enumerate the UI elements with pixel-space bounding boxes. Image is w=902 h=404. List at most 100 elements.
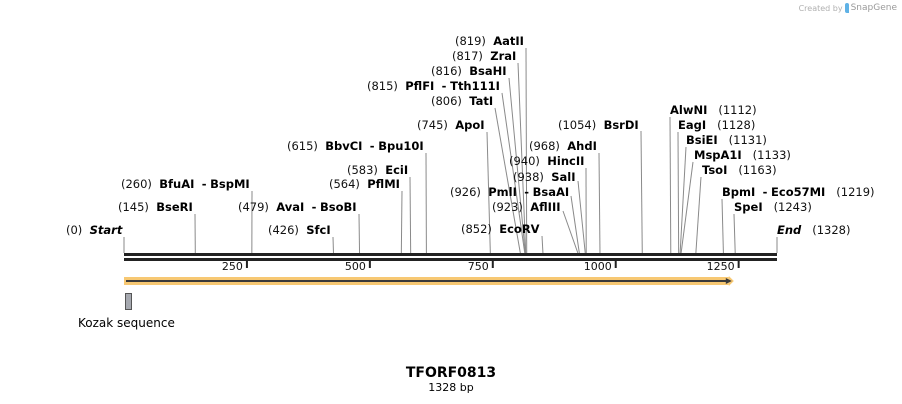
ruler-tick-label: 1250 (706, 260, 735, 273)
site-name-separator: - (762, 185, 768, 199)
site-enzyme-name: End (777, 223, 802, 237)
site-position: (852) (461, 222, 492, 236)
site-enzyme-name: AflIII (530, 200, 561, 214)
site-enzyme-name: PmlI (488, 185, 517, 199)
site-label-bsiei[interactable]: BsiEI (1131) (686, 133, 767, 147)
site-label-tati[interactable]: (806) TatI (431, 94, 493, 108)
site-label-pmli[interactable]: (926) PmlI - BsaAI (450, 185, 569, 199)
site-label-afliii[interactable]: (923) AflIII (492, 200, 561, 214)
site-position: (940) (509, 154, 540, 168)
site-connector-bpmi (721, 198, 724, 254)
site-enzyme-name: AhdI (567, 139, 597, 153)
site-enzyme-name-2: BsoBI (320, 200, 357, 214)
site-connector-pmli (570, 195, 580, 254)
site-connector-eagi (677, 131, 680, 254)
site-position: (938) (513, 170, 544, 184)
site-connector-pflmi (400, 190, 403, 254)
site-enzyme-name: EcoRV (499, 222, 540, 236)
site-label-bbvci[interactable]: (615) BbvCI - Bpu10I (287, 139, 424, 153)
site-connector-zrai (517, 62, 527, 254)
site-position: (1054) (558, 118, 597, 132)
ruler-tick (368, 261, 371, 268)
site-label-aatii[interactable]: (819) AatII (455, 34, 524, 48)
site-enzyme-name: MspA1I (694, 148, 742, 162)
site-label-pflmi[interactable]: (564) PflMI (329, 177, 400, 191)
kozak-feature-box[interactable] (125, 293, 132, 310)
ruler-tick (614, 261, 617, 268)
site-position: (0) (66, 223, 83, 237)
site-label-sali[interactable]: (938) SalI (513, 170, 576, 184)
site-position: (564) (329, 177, 360, 191)
snapgene-logo-icon (844, 3, 849, 13)
site-label-apoi[interactable]: (745) ApoI (417, 118, 485, 132)
site-label-spei[interactable]: SpeI (1243) (734, 200, 812, 214)
site-label-mspa1i[interactable]: MspA1I (1133) (694, 148, 791, 162)
site-position: (1128) (717, 118, 756, 132)
site-enzyme-name: BsrDI (603, 118, 639, 132)
ruler-tick-label: 500 (344, 260, 366, 273)
site-label-bsrdi[interactable]: (1054) BsrDI (558, 118, 639, 132)
site-label-pflfi[interactable]: (815) PflFI - Tth111I (367, 79, 500, 93)
site-enzyme-name: BseRI (156, 200, 193, 214)
site-label-bseri[interactable]: (145) BseRI (118, 200, 193, 214)
site-label-tsoi[interactable]: TsoI (1163) (702, 163, 777, 177)
site-label-ecii[interactable]: (583) EciI (347, 163, 408, 177)
site-enzyme-name: SalI (551, 170, 576, 184)
ruler-tick (737, 261, 740, 268)
site-connector-bsrdi (640, 130, 643, 254)
site-label-hincii[interactable]: (940) HincII (509, 154, 584, 168)
site-connector-mspa1i (680, 161, 694, 254)
ruler-tick (491, 261, 494, 268)
site-connector-aatii (525, 47, 528, 254)
site-enzyme-name-2: Tth111I (450, 79, 500, 93)
site-label-bpmi[interactable]: BpmI - Eco57MI (1219) (722, 185, 875, 199)
site-label-ahdi[interactable]: (968) AhdI (529, 139, 597, 153)
site-label-ecorv[interactable]: (852) EcoRV (461, 222, 540, 236)
ruler-tick-label: 250 (221, 260, 243, 273)
site-connector-afliii (562, 210, 579, 254)
site-label-alwni[interactable]: AlwNI (1112) (670, 103, 757, 117)
site-label-bsahi[interactable]: (816) BsaHI (431, 64, 507, 78)
site-position: (479) (238, 200, 269, 214)
site-position: (926) (450, 185, 481, 199)
site-enzyme-name: EciI (385, 163, 409, 177)
site-label-sfci[interactable]: (426) SfcI (268, 223, 331, 237)
site-connector-sali (577, 180, 586, 254)
site-position: (1112) (718, 103, 757, 117)
site-enzyme-name: BsaHI (469, 64, 507, 78)
site-position: (923) (492, 200, 523, 214)
site-position: (817) (452, 49, 483, 63)
ruler-tick (245, 261, 248, 268)
site-position: (806) (431, 94, 462, 108)
site-name-separator: - (524, 185, 529, 199)
site-label-eagi[interactable]: EagI (1128) (678, 118, 755, 132)
site-enzyme-name: SfcI (306, 223, 331, 237)
ruler-bottom-line (124, 258, 777, 261)
ruler-top-line (124, 253, 777, 256)
site-connector-ecorv (541, 235, 544, 254)
site-name-separator: - (441, 79, 447, 93)
site-position: (426) (268, 223, 299, 237)
site-label-end[interactable]: End (1328) (777, 223, 851, 237)
site-enzyme-name-2: Bpu10I (378, 139, 424, 153)
credit-prefix: Created by (798, 3, 843, 13)
site-position: (1133) (752, 148, 791, 162)
site-label-avai[interactable]: (479) AvaI - BsoBI (238, 200, 357, 214)
site-position: (1219) (836, 185, 875, 199)
site-connector-ahdi (598, 152, 601, 254)
site-enzyme-name: BsiEI (686, 133, 718, 147)
site-connector-tati (494, 107, 521, 254)
site-enzyme-name: ApoI (455, 118, 485, 132)
site-enzyme-name: TatI (469, 94, 494, 108)
site-name-separator: - (311, 200, 317, 214)
ruler-tick-label: 750 (467, 260, 489, 273)
ruler-tick-label: 1000 (583, 260, 612, 273)
site-position: (815) (367, 79, 398, 93)
arrow-right-icon (725, 278, 732, 284)
site-label-zrai[interactable]: (817) ZraI (452, 49, 516, 63)
site-enzyme-name: AatII (493, 34, 524, 48)
site-label-start[interactable]: (0) Start (66, 223, 122, 237)
site-label-bfuai[interactable]: (260) BfuAI - BspMI (121, 177, 250, 191)
kozak-feature-label: Kozak sequence (78, 316, 175, 330)
